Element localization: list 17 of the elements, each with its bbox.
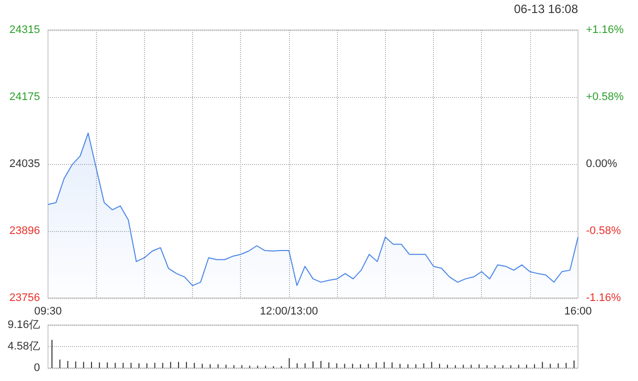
y-tick-label: 23896 bbox=[9, 224, 40, 237]
y2-tick-label: -1.16% bbox=[586, 292, 622, 304]
y2-tick-label: 0.00% bbox=[586, 158, 618, 170]
x-tick-label: 16:00 bbox=[564, 306, 592, 318]
y-tick-label: 23756 bbox=[9, 292, 40, 304]
x-tick-label: 12:00/13:00 bbox=[260, 306, 318, 318]
x-tick-label: 09:30 bbox=[34, 306, 62, 318]
y-tick-label: 24035 bbox=[9, 158, 40, 170]
y2-tick-label: +1.16% bbox=[586, 24, 624, 36]
y2-tick-label: +0.58% bbox=[586, 91, 624, 103]
y2-tick-label: -0.58% bbox=[586, 225, 622, 237]
y-tick-label: 24175 bbox=[9, 91, 40, 104]
y-tick-label: 24315 bbox=[9, 24, 40, 36]
y-tick-label: 0 bbox=[34, 362, 40, 374]
y-tick-label: 9.16亿 bbox=[8, 319, 40, 331]
y-tick-label: 4.58亿 bbox=[8, 340, 40, 352]
text: 06-13 16:08 bbox=[514, 2, 578, 16]
